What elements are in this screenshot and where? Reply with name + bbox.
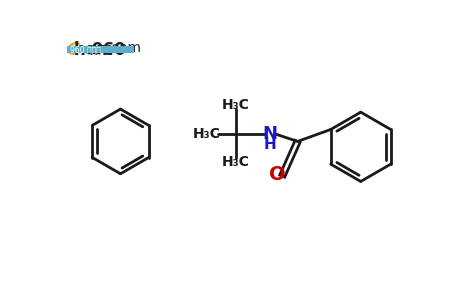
FancyBboxPatch shape — [66, 46, 134, 53]
Text: H₃C: H₃C — [193, 127, 221, 141]
Text: H₃C: H₃C — [222, 155, 250, 169]
Text: .com: .com — [108, 41, 141, 55]
Text: C: C — [66, 41, 80, 59]
Text: N: N — [263, 125, 277, 143]
Text: H₃C: H₃C — [222, 98, 250, 112]
Text: 960 化工网: 960 化工网 — [70, 45, 100, 54]
Text: H: H — [264, 137, 276, 152]
Text: hem: hem — [73, 41, 114, 59]
Text: O: O — [269, 165, 286, 184]
Text: 960: 960 — [91, 41, 126, 59]
